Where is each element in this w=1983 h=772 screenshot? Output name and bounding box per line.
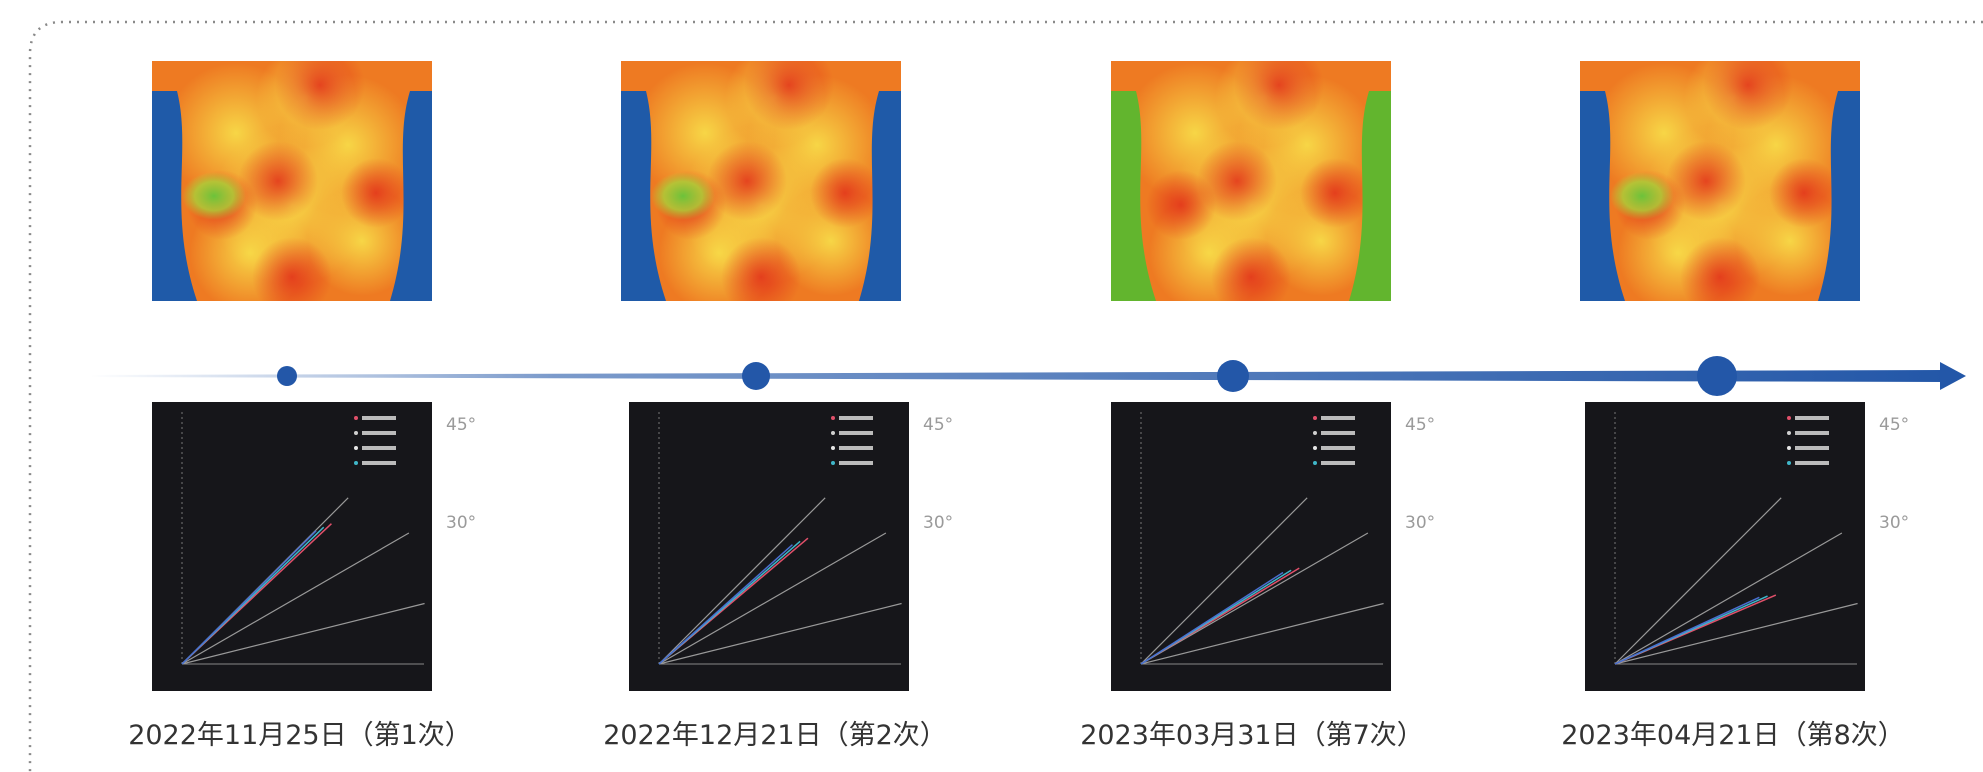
chart-panel bbox=[629, 402, 909, 691]
angle-label: 30° bbox=[923, 513, 953, 533]
thermal-hot bbox=[252, 237, 332, 317]
timeline-dot bbox=[742, 362, 770, 390]
thermal-hot bbox=[1703, 40, 1793, 130]
legend-text bbox=[839, 461, 873, 465]
chart-panel bbox=[152, 402, 432, 691]
legend-text bbox=[1795, 461, 1829, 465]
timeline-line bbox=[90, 370, 1945, 382]
thermal-image bbox=[621, 40, 901, 317]
thermal-hot bbox=[1769, 158, 1839, 228]
thermal-image bbox=[1111, 40, 1391, 317]
legend-dot bbox=[1787, 461, 1791, 465]
legend-dot bbox=[831, 461, 835, 465]
legend-text bbox=[1321, 446, 1355, 450]
legend-text bbox=[362, 431, 396, 435]
legend-text bbox=[1321, 461, 1355, 465]
legend-dot bbox=[354, 446, 358, 450]
timeline-figure: 45° 30° 2022年11月25日（第1次） 45° 30° 2022年12月21日（… bbox=[0, 0, 1983, 772]
thermal-hot bbox=[341, 158, 411, 228]
thermal-image bbox=[152, 40, 432, 317]
thermal-cool-spot bbox=[182, 172, 246, 220]
legend-dot bbox=[831, 416, 835, 420]
legend-dot bbox=[1313, 431, 1317, 435]
legend-dot bbox=[354, 461, 358, 465]
legend-dot bbox=[1787, 446, 1791, 450]
chart-panel bbox=[1111, 402, 1391, 691]
thermal-hot bbox=[1300, 158, 1370, 228]
legend-text bbox=[839, 446, 873, 450]
legend-dot bbox=[354, 431, 358, 435]
legend-dot bbox=[1787, 431, 1791, 435]
angle-label: 30° bbox=[1879, 513, 1909, 533]
legend-text bbox=[1321, 431, 1355, 435]
legend-dot bbox=[1313, 416, 1317, 420]
angle-label: 45° bbox=[446, 415, 476, 435]
legend-text bbox=[1795, 416, 1829, 420]
thermal-hot bbox=[744, 40, 834, 130]
angle-label: 30° bbox=[446, 513, 476, 533]
thermal-hot bbox=[721, 237, 801, 317]
thermal-hot bbox=[1234, 40, 1324, 130]
date-label: 2022年12月21日（第2次） bbox=[603, 720, 947, 751]
legend-text bbox=[1321, 416, 1355, 420]
chart-panel bbox=[1585, 402, 1865, 691]
date-label: 2023年04月21日（第8次） bbox=[1561, 720, 1905, 751]
thermal-cool-spot bbox=[1610, 172, 1674, 220]
legend-dot bbox=[1787, 416, 1791, 420]
angle-label: 45° bbox=[1879, 415, 1909, 435]
timeline-arrow bbox=[1940, 362, 1966, 390]
legend-text bbox=[362, 461, 396, 465]
legend-text bbox=[1795, 431, 1829, 435]
legend-text bbox=[362, 446, 396, 450]
thermal-hot bbox=[275, 40, 365, 130]
legend-dot bbox=[354, 416, 358, 420]
thermal-hot bbox=[810, 158, 880, 228]
legend-dot bbox=[831, 446, 835, 450]
legend-dot bbox=[1313, 446, 1317, 450]
timeline-dot bbox=[1217, 360, 1249, 392]
date-label: 2023年03月31日（第7次） bbox=[1080, 720, 1424, 751]
legend-text bbox=[839, 431, 873, 435]
legend-text bbox=[362, 416, 396, 420]
thermal-hot bbox=[1146, 170, 1216, 240]
legend-text bbox=[839, 416, 873, 420]
date-label: 2022年11月25日（第1次） bbox=[128, 720, 472, 751]
thermal-hot bbox=[1211, 237, 1291, 317]
timeline-dot bbox=[277, 366, 297, 386]
timeline-dot bbox=[1697, 356, 1737, 396]
angle-label: 45° bbox=[923, 415, 953, 435]
legend-dot bbox=[831, 431, 835, 435]
thermal-hot bbox=[1680, 237, 1760, 317]
legend-text bbox=[1795, 446, 1829, 450]
thermal-image bbox=[1580, 40, 1860, 317]
thermal-cool-spot bbox=[651, 172, 715, 220]
angle-label: 30° bbox=[1405, 513, 1435, 533]
angle-label: 45° bbox=[1405, 415, 1435, 435]
legend-dot bbox=[1313, 461, 1317, 465]
